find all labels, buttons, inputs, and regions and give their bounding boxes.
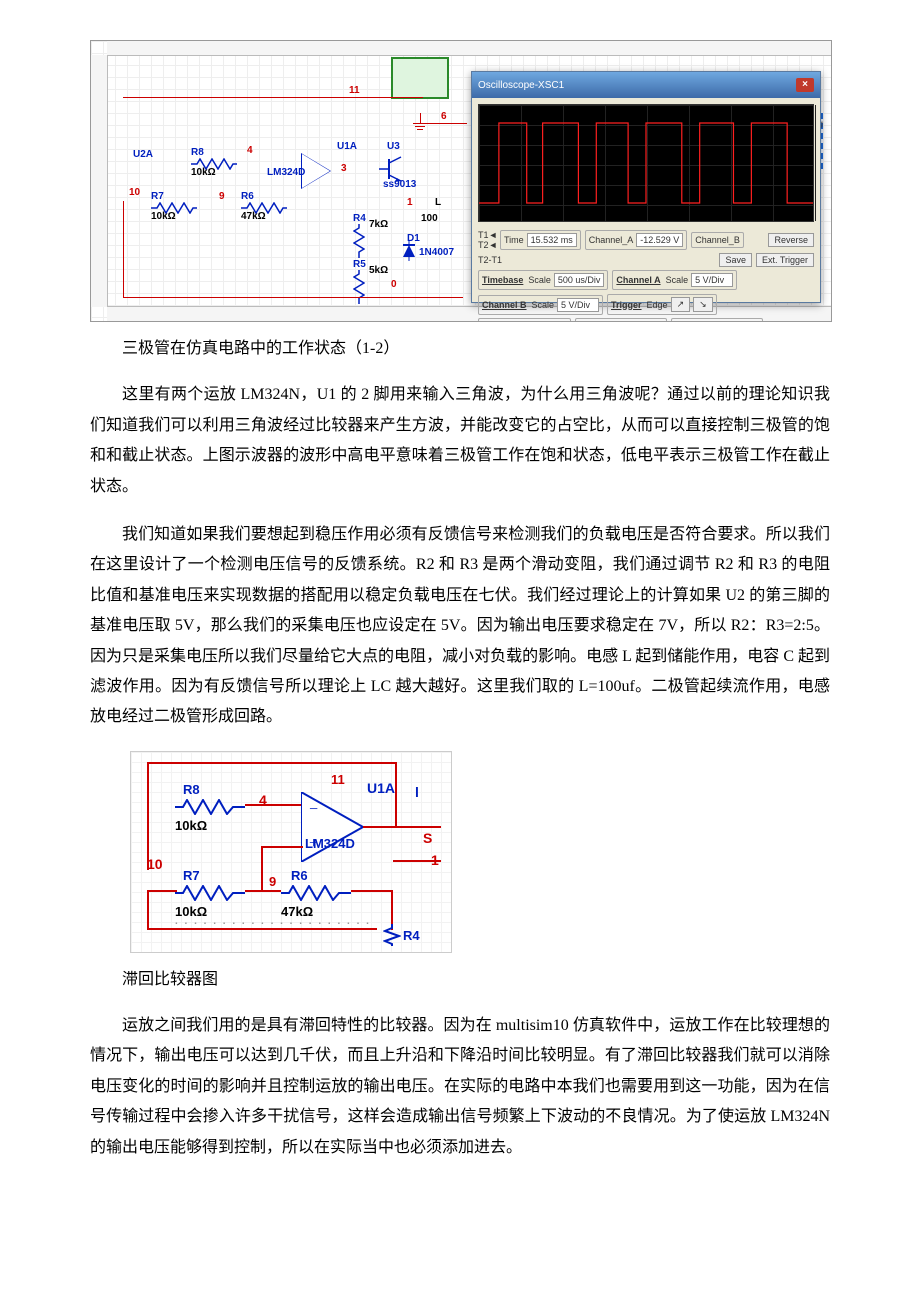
h-r4-ref: R4 xyxy=(403,928,420,943)
r5-ref: R5 xyxy=(353,259,366,270)
r7-ref: R7 xyxy=(151,191,164,202)
bjt-icon xyxy=(379,155,405,196)
r4-ref: R4 xyxy=(353,213,366,224)
u3-label: U3 xyxy=(387,141,400,152)
osc-time-val: 15.532 ms xyxy=(527,233,577,247)
dots: . . . . . . . . . . . . . . . . . . . . … xyxy=(175,916,371,927)
function-generator xyxy=(391,57,449,99)
tb-scale[interactable]: 500 us/Div xyxy=(554,273,605,287)
fig1-caption: 三极管在仿真电路中的工作状态（1-2） xyxy=(90,334,830,364)
paragraph-2: 我们知道如果我们要想起到稳压作用必须有反馈信号来检测我们的负载电压是否符合要求。… xyxy=(90,520,830,733)
node-4: 4 xyxy=(247,145,253,156)
chb-head: Channel B xyxy=(482,300,527,310)
r4-val: 7kΩ xyxy=(369,219,388,230)
tb-xpos[interactable]: 0 xyxy=(525,321,567,322)
hysteresis-figure: R8 10kΩ 4 11 U1A − + LM324D l S 1 10 R7 xyxy=(90,751,830,953)
osc-controls: T1◄T2◄ Time 15.532 ms Channel_A -12.529 … xyxy=(472,228,820,322)
svg-text:−: − xyxy=(309,801,318,818)
osc-cha-label: Channel_A xyxy=(589,235,634,245)
timebase-head: Timebase xyxy=(482,275,523,285)
h-r8-val: 10kΩ xyxy=(175,818,207,833)
node-11: 11 xyxy=(349,85,360,96)
fig2-caption: 滞回比较器图 xyxy=(90,965,830,995)
l-val: 100 xyxy=(421,213,438,224)
node-1: 1 xyxy=(407,197,413,208)
h-node-9: 9 xyxy=(269,874,276,889)
h-node-11: 11 xyxy=(331,772,345,787)
osc-chb-label: Channel_B xyxy=(695,235,740,245)
opamp-u1a xyxy=(301,153,331,189)
r6-val: 47kΩ xyxy=(241,211,266,222)
h-part: LM324D xyxy=(305,836,355,851)
ext-trigger-button[interactable]: Ext. Trigger xyxy=(756,253,814,267)
r7-val: 10kΩ xyxy=(151,211,176,222)
h-out-l: l xyxy=(415,784,419,800)
hysteresis-canvas: R8 10kΩ 4 11 U1A − + LM324D l S 1 10 R7 xyxy=(130,751,452,953)
r5-val: 5kΩ xyxy=(369,265,388,276)
trig-head: Trigger xyxy=(611,300,642,310)
osc-cha-val: -12.529 V xyxy=(636,233,683,247)
d1-part: 1N4007 xyxy=(419,247,454,258)
h-r7-ref: R7 xyxy=(183,868,200,883)
paragraph-3: 运放之间我们用的是具有滞回特性的比较器。因为在 multisim10 仿真软件中… xyxy=(90,1011,830,1163)
r4: R4 xyxy=(353,213,366,258)
bjt-part: ss9013 xyxy=(383,179,416,190)
node-6: 6 xyxy=(441,111,447,122)
u1a-label: U1A xyxy=(337,141,357,152)
h-node-10: 10 xyxy=(147,856,163,872)
node-0: 0 xyxy=(391,279,397,290)
chb-scale[interactable]: 5 V/Div xyxy=(557,298,599,312)
oscilloscope-window: Oscilloscope-XSC1 × T1◄T2◄ Time 15.532 m… xyxy=(471,71,821,303)
simulation-figure: XFG1 11 6 U2A R8 10kΩ 4 U1A LM324D 3 10 … xyxy=(90,40,830,322)
opamp-part: LM324D xyxy=(267,167,305,178)
r8-ref: R8 xyxy=(191,147,204,158)
cha-scale[interactable]: 5 V/Div xyxy=(691,273,733,287)
h-r8-ref: R8 xyxy=(183,782,200,797)
r8-val: 10kΩ xyxy=(191,167,216,178)
close-icon[interactable]: × xyxy=(796,78,814,92)
chb-ypos[interactable]: 0 xyxy=(717,321,759,322)
cha-ypos[interactable]: 0 xyxy=(621,321,663,322)
node-10: 10 xyxy=(129,187,140,198)
edge-fall-button[interactable]: ↘ xyxy=(693,297,713,312)
save-button[interactable]: Save xyxy=(719,253,752,267)
r6-ref: R6 xyxy=(241,191,254,202)
osc-screen xyxy=(478,104,814,222)
edge-rise-button[interactable]: ↗ xyxy=(671,297,691,312)
h-opamp: − + xyxy=(301,792,381,873)
l-ref: L xyxy=(435,197,441,208)
u2a-label: U2A xyxy=(133,149,153,160)
simulation-canvas: XFG1 11 6 U2A R8 10kΩ 4 U1A LM324D 3 10 … xyxy=(90,40,832,322)
osc-titlebar[interactable]: Oscilloscope-XSC1 × xyxy=(472,72,820,98)
osc-title-text: Oscilloscope-XSC1 xyxy=(478,80,564,91)
h-node-s: S xyxy=(423,830,432,846)
node-3: 3 xyxy=(341,163,347,174)
paragraph-1: 这里有两个运放 LM324N，U1 的 2 脚用来输入三角波，为什么用三角波呢？… xyxy=(90,380,830,502)
diode-icon xyxy=(401,241,417,272)
h-r6-ref: R6 xyxy=(291,868,308,883)
t2t1-label: T2-T1 xyxy=(478,255,502,265)
node-9: 9 xyxy=(219,191,225,202)
ground-icon xyxy=(413,113,427,130)
osc-time-label: Time xyxy=(504,235,524,245)
h-r4 xyxy=(383,924,401,957)
reverse-button[interactable]: Reverse xyxy=(768,233,814,247)
cha-head: Channel A xyxy=(616,275,660,285)
